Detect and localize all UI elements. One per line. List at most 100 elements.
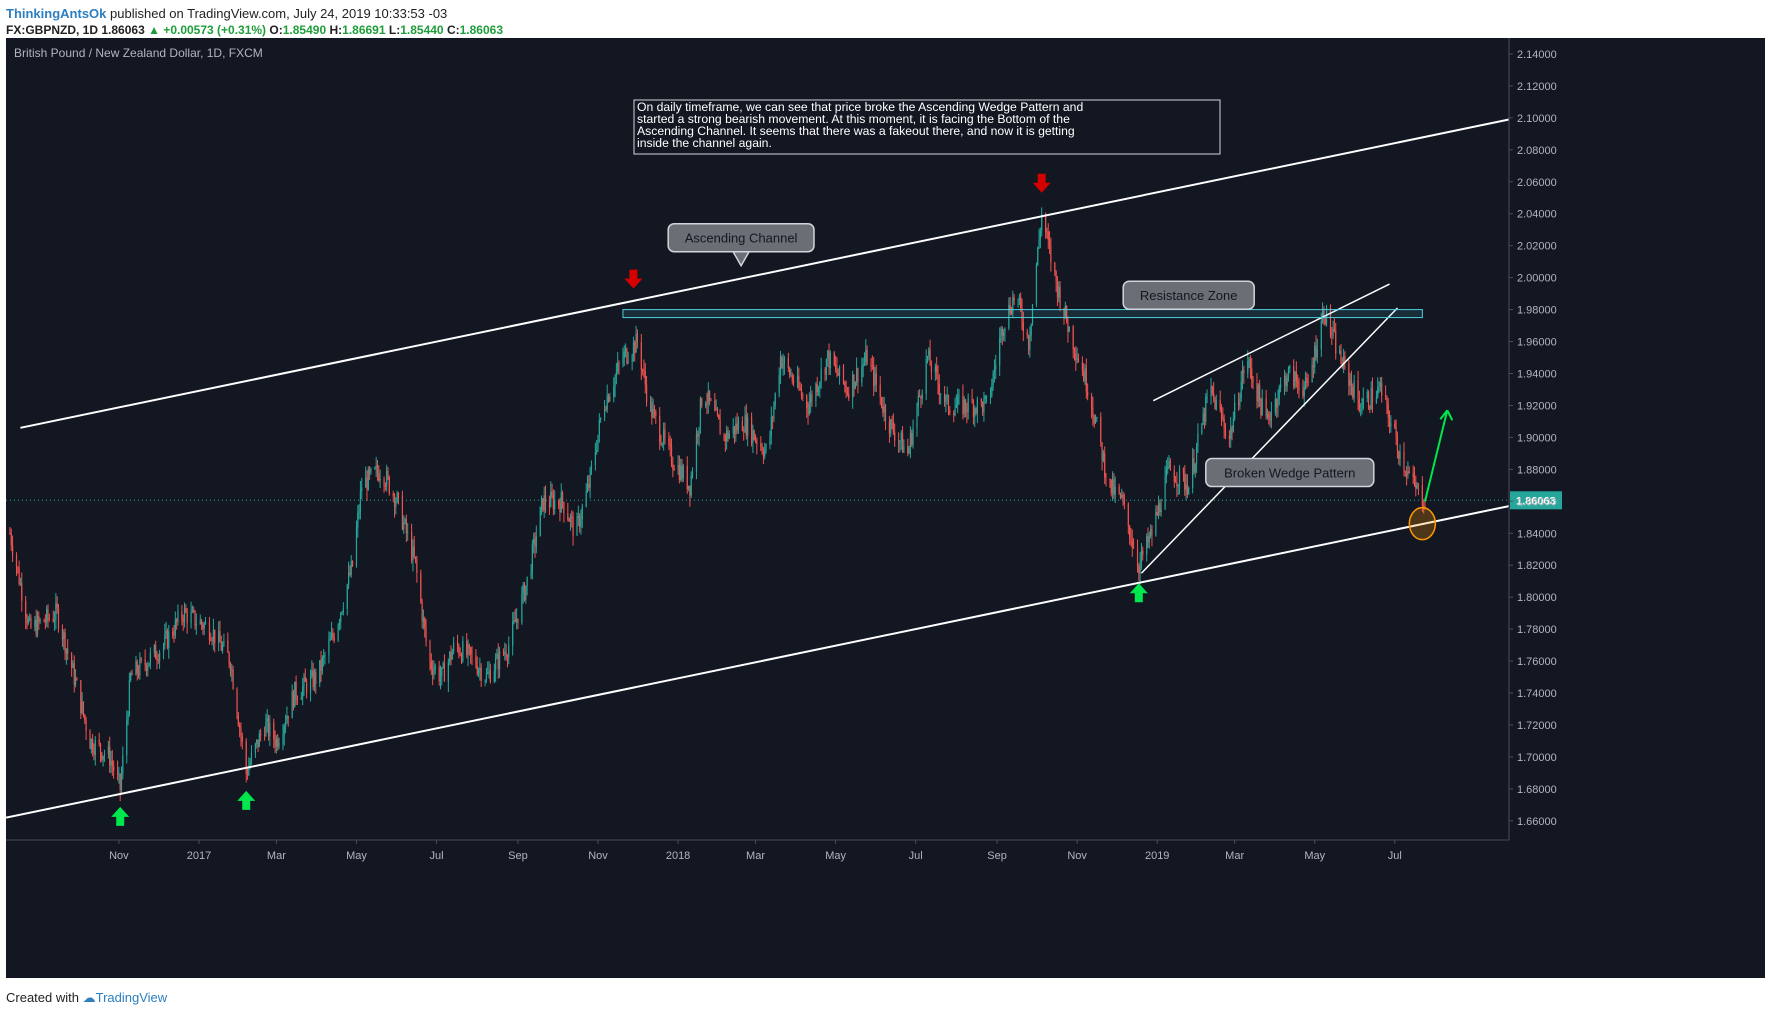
candle-body (168, 631, 170, 648)
candle-body (120, 773, 123, 791)
candle-body (236, 688, 238, 716)
x-tick-label: May (346, 850, 367, 862)
candle-body (332, 632, 334, 637)
candle-body (438, 666, 440, 682)
candle-body (127, 715, 129, 721)
candle-body (1075, 353, 1077, 360)
candle-body (282, 734, 284, 744)
resistance-zone-box (622, 309, 1423, 319)
candle-body (101, 752, 103, 760)
candle-body (976, 399, 978, 413)
candle-body (186, 612, 188, 624)
candle-body (103, 754, 106, 756)
y-tick-label: 1.84000 (1517, 528, 1557, 540)
candle-body (292, 691, 295, 708)
price-chart[interactable]: 1.86063 Ascending Channel Resistance Zone B… (5, 38, 1765, 978)
candle-body (912, 428, 914, 445)
candle-body (228, 652, 230, 665)
candle-body (246, 773, 249, 775)
candle-body (853, 374, 855, 389)
y-tick-label: 1.78000 (1517, 624, 1557, 636)
candle-body (791, 375, 793, 381)
candle-body (1121, 494, 1123, 498)
candle-body (819, 382, 821, 388)
candle-body (865, 349, 867, 362)
candle-body (1261, 398, 1263, 415)
candle-body (174, 619, 176, 636)
candle-body (1087, 391, 1089, 396)
candle-body (98, 739, 100, 744)
candle-body (432, 668, 434, 675)
candle-body (928, 349, 930, 357)
candle-body (471, 653, 473, 655)
symbol-label: FX:GBPNZD, 1D (6, 23, 99, 37)
candle-body (716, 408, 719, 415)
candle-body (571, 516, 573, 518)
candle-body (522, 584, 524, 594)
candle-body (232, 669, 234, 689)
candle-body (93, 751, 95, 756)
channel-upper-line (20, 118, 1510, 429)
candle-body (312, 670, 314, 688)
candle-body (1324, 318, 1326, 325)
candle-body (1009, 304, 1011, 313)
candle-body (735, 423, 737, 435)
candle-body (1258, 384, 1261, 400)
candle-body (1076, 358, 1078, 360)
candle-body (890, 419, 892, 434)
candle-body (631, 356, 633, 362)
candle-body (1156, 512, 1158, 516)
candle-body (1211, 386, 1213, 394)
candle-body (1104, 453, 1106, 478)
candle-body (898, 440, 900, 442)
y-tick-label: 1.72000 (1517, 720, 1557, 732)
x-tick-label: Mar (267, 850, 286, 862)
candle-body (323, 655, 325, 658)
candle-body (907, 446, 909, 454)
candle-body (1195, 446, 1198, 465)
callout-label: Ascending Channel (685, 231, 798, 246)
candle-body (303, 676, 305, 686)
candle-body (806, 395, 808, 409)
author-link[interactable]: ThinkingAntsOk (6, 6, 107, 21)
candle-body (1239, 398, 1241, 406)
candle-body (227, 640, 229, 653)
candle-body (1220, 409, 1223, 418)
candle-body (880, 396, 883, 407)
candle-body (883, 405, 885, 413)
candle-body (333, 636, 335, 641)
candle-body (11, 545, 14, 556)
candle-body (715, 408, 717, 411)
candle-body (1037, 247, 1039, 265)
tradingview-logo-icon[interactable]: ☁ (82, 990, 96, 1005)
candle-body (854, 382, 856, 389)
tradingview-brand[interactable]: TradingView (95, 990, 168, 1005)
candle-body (966, 409, 968, 413)
candle-body (195, 624, 197, 626)
candle-body (691, 471, 694, 476)
candle-body (659, 415, 661, 442)
candle-body (771, 417, 774, 419)
note-line: inside the channel again. (637, 136, 772, 150)
candle-body (1157, 503, 1160, 516)
footer: Created with ☁TradingView (6, 990, 167, 1006)
y-tick-label: 1.94000 (1517, 368, 1557, 380)
candle-body (1408, 471, 1410, 473)
candle-body (1251, 368, 1253, 380)
candle-body (447, 661, 449, 682)
candle-body (439, 676, 442, 682)
candle-body (1129, 525, 1131, 538)
candle-body (395, 501, 397, 508)
candle-body (816, 384, 818, 393)
candle-body (1390, 423, 1392, 427)
candle-body (516, 618, 518, 623)
candle-body (1202, 412, 1204, 425)
candle-body (1303, 386, 1305, 397)
chart-frame[interactable]: 1.86063 Ascending Channel Resistance Zone B… (5, 38, 1765, 978)
candle-body (211, 640, 213, 642)
candle-body (984, 396, 986, 399)
candle-body (294, 681, 296, 708)
candle-body (917, 395, 919, 407)
candle-body (726, 430, 728, 442)
candle-body (1029, 335, 1031, 350)
